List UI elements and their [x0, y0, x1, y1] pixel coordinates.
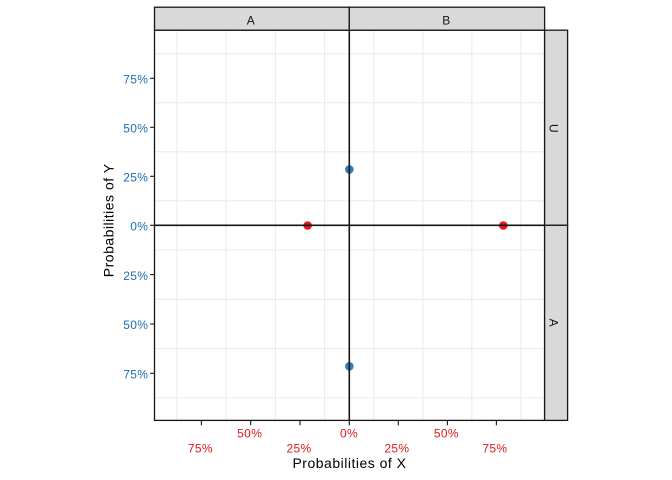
svg-text:50%: 50% [237, 427, 262, 441]
svg-text:50%: 50% [434, 427, 459, 441]
svg-text:0%: 0% [340, 427, 358, 441]
svg-text:A: A [547, 319, 561, 327]
svg-text:75%: 75% [188, 442, 213, 456]
svg-text:Probabilities of X: Probabilities of X [292, 455, 406, 471]
svg-text:75%: 75% [482, 442, 507, 456]
svg-text:25%: 25% [123, 171, 148, 185]
svg-text:75%: 75% [123, 368, 148, 382]
svg-text:25%: 25% [123, 269, 148, 283]
svg-text:U: U [547, 124, 561, 133]
svg-text:75%: 75% [123, 73, 148, 87]
svg-text:50%: 50% [123, 122, 148, 136]
svg-text:B: B [442, 14, 450, 28]
svg-text:50%: 50% [123, 318, 148, 332]
svg-text:Probabilities of Y: Probabilities of Y [101, 163, 117, 277]
svg-text:25%: 25% [286, 442, 311, 456]
svg-text:0%: 0% [130, 220, 148, 234]
svg-text:A: A [247, 14, 255, 28]
svg-text:25%: 25% [384, 442, 409, 456]
